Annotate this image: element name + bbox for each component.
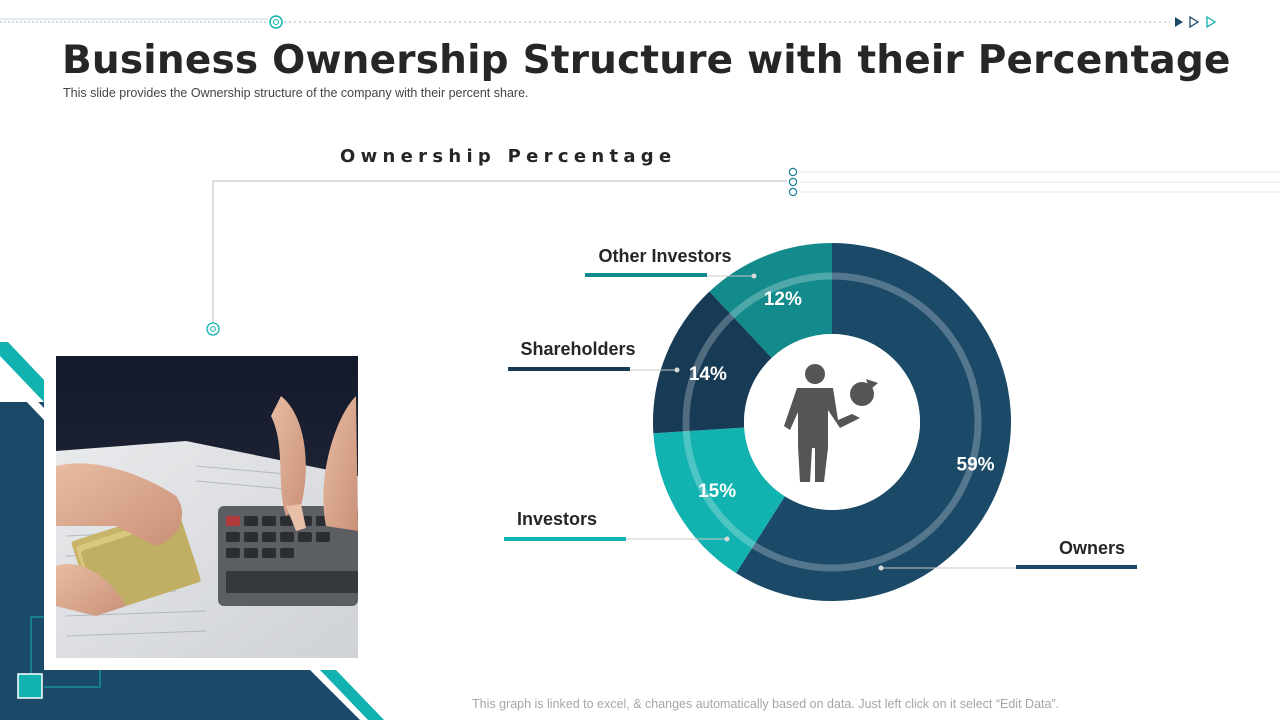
donut-inner-ring — [682, 272, 982, 572]
category-label-investors: Investors — [517, 509, 597, 529]
category-label-owners: Owners — [1059, 538, 1125, 558]
donut-slice-investors — [653, 427, 785, 574]
donut-center — [744, 334, 920, 510]
value-label-owners: 59% — [957, 455, 995, 476]
leader-dot — [751, 273, 757, 279]
value-label-investors: 15% — [698, 481, 736, 502]
leader-dot — [724, 536, 730, 542]
connector-circle-icon — [206, 322, 220, 336]
arrow-outline-icon — [1189, 15, 1200, 29]
category-label-shareholders: Shareholders — [520, 339, 635, 359]
arrow-icon — [1175, 17, 1183, 27]
businessman-with-pie-chart-icon — [784, 364, 878, 482]
value-label-shareholders: 14% — [689, 364, 727, 385]
value-label-other-investors: 12% — [764, 289, 802, 310]
chart-title: Ownership Percentage — [340, 146, 677, 167]
money-and-calculator-photo — [56, 356, 358, 658]
footnote: This graph is linked to excel, & changes… — [472, 697, 1060, 711]
top-line-circle-icon — [269, 15, 283, 29]
category-label-other-investors: Other Investors — [598, 246, 731, 266]
donut-slice-other-investors — [709, 242, 832, 358]
donut-slice-owners — [736, 243, 1011, 601]
arrow-outline-icon — [1206, 15, 1217, 29]
leader-dot — [878, 565, 884, 571]
photo-illustration — [56, 356, 358, 658]
leader-dot — [674, 367, 680, 373]
page-subtitle: This slide provides the Ownership struct… — [63, 86, 529, 100]
donut-slice-shareholders — [653, 291, 772, 434]
page-title: Business Ownership Structure with their … — [62, 38, 1231, 83]
